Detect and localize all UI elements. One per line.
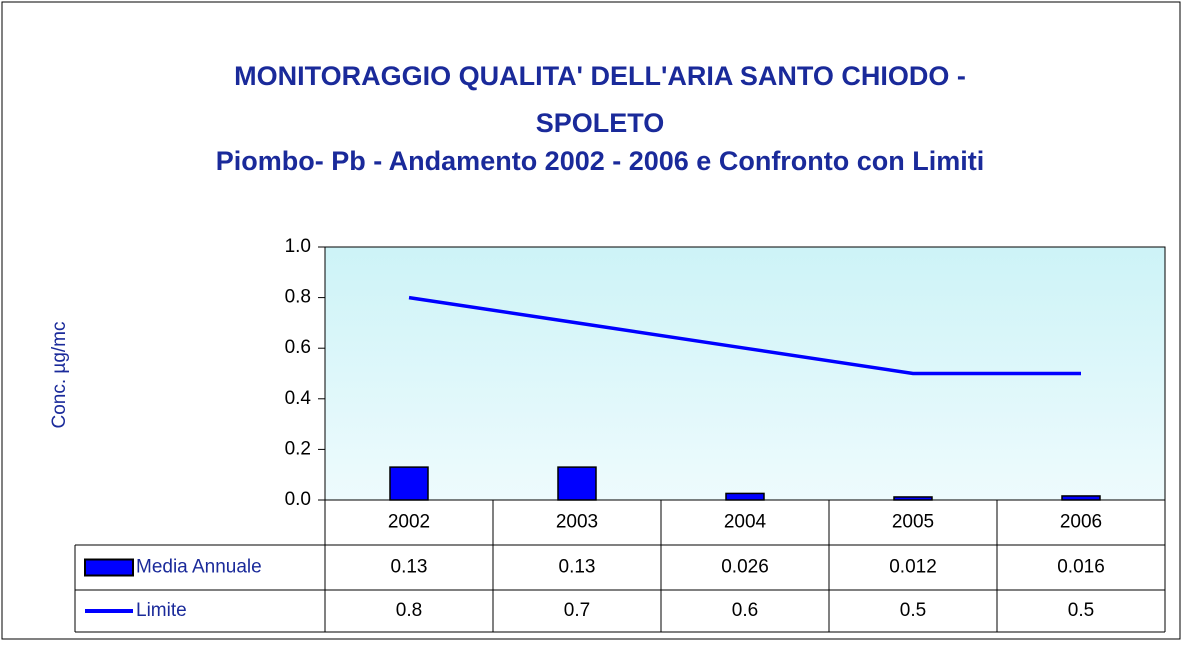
y-axis-label: Conc. µg/mc	[49, 321, 70, 428]
table-value: 0.8	[396, 600, 422, 621]
y-tick-label: 0.6	[285, 337, 311, 358]
table-value: 0.13	[391, 557, 428, 578]
x-tick-label: 2003	[556, 512, 598, 533]
chart-subtitle: Piombo- Pb - Andamento 2002 - 2006 e Con…	[216, 146, 985, 176]
x-tick-label: 2004	[724, 512, 767, 533]
legend-key	[84, 558, 134, 577]
table-value: 0.012	[889, 557, 937, 578]
table-value: 0.6	[732, 600, 758, 621]
table-value: 0.016	[1057, 557, 1105, 578]
table-value: 0.5	[1068, 600, 1094, 621]
x-tick-label: 2002	[388, 512, 430, 533]
bar	[725, 492, 765, 501]
y-tick-label: 0.4	[285, 388, 312, 409]
x-tick-label: 2005	[892, 512, 934, 533]
y-tick-label: 0.2	[285, 438, 311, 459]
y-tick-label: 0.0	[285, 489, 311, 510]
bar	[389, 466, 429, 501]
table-value: 0.13	[559, 557, 596, 578]
table-value: 0.7	[564, 600, 590, 621]
bar	[893, 496, 933, 501]
x-tick-label: 2006	[1060, 512, 1102, 533]
line	[408, 295, 1081, 376]
legend-label: Media Annuale	[136, 557, 262, 578]
bar	[1061, 495, 1101, 501]
table-value: 0.5	[900, 600, 926, 621]
legend-label: Limite	[136, 600, 187, 621]
table-value: 0.026	[721, 557, 769, 578]
y-tick-label: 1.0	[285, 236, 311, 257]
chart-title: MONITORAGGIO QUALITA' DELL'ARIA SANTO CH…	[234, 61, 966, 91]
chart-title: SPOLETO	[536, 108, 665, 138]
bar	[557, 466, 597, 501]
y-tick-label: 0.8	[285, 287, 311, 308]
